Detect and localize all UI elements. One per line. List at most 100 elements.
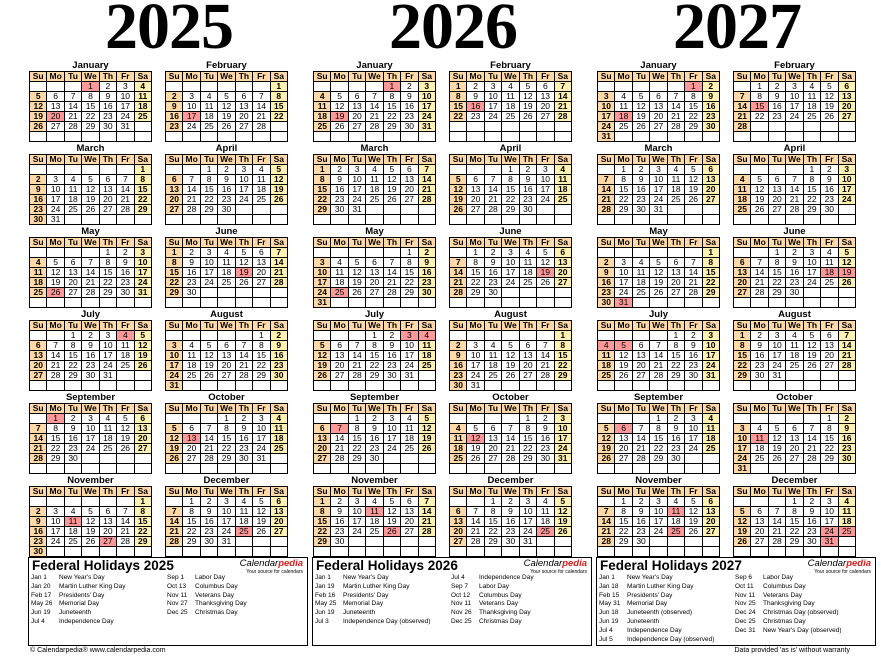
day-cell[interactable]: 6 (631, 340, 651, 351)
day-cell[interactable]: 21 (164, 526, 184, 537)
day-cell[interactable]: 24 (466, 370, 485, 381)
day-cell[interactable]: 12 (684, 174, 703, 185)
day-cell[interactable]: 26 (837, 277, 857, 288)
day-cell[interactable]: 7 (596, 174, 616, 185)
day-cell[interactable]: 14 (684, 267, 703, 278)
day-cell[interactable]: 17 (199, 267, 219, 278)
day-cell[interactable]: 16 (837, 433, 857, 444)
day-cell[interactable]: 5 (81, 506, 100, 517)
day-cell[interactable]: 13 (767, 184, 787, 195)
day-cell[interactable]: 10 (217, 506, 236, 517)
day-cell[interactable]: 8 (269, 91, 289, 102)
day-cell[interactable]: 29 (732, 370, 752, 381)
day-cell[interactable]: 7 (199, 423, 219, 434)
day-cell[interactable]: 16 (164, 111, 184, 122)
day-cell[interactable]: 28 (837, 360, 857, 371)
day-cell[interactable]: 6 (400, 496, 419, 507)
day-cell[interactable]: 8 (133, 174, 153, 185)
day-cell[interactable]: 12 (518, 91, 538, 102)
day-cell[interactable]: 8 (312, 506, 332, 517)
day-cell[interactable]: 3 (483, 81, 503, 92)
day-cell[interactable]: 7 (63, 91, 83, 102)
day-cell[interactable]: 19 (732, 526, 752, 537)
day-cell[interactable]: 8 (312, 174, 332, 185)
day-cell[interactable]: 12 (382, 506, 402, 517)
day-cell[interactable]: 1 (732, 330, 752, 341)
day-cell[interactable]: 1 (750, 81, 769, 92)
day-cell[interactable]: 22 (269, 111, 289, 122)
day-cell[interactable]: 27 (666, 287, 686, 298)
day-cell[interactable]: 25 (217, 277, 236, 288)
day-cell[interactable]: 10 (46, 184, 65, 195)
day-cell[interactable]: 19 (252, 516, 271, 527)
day-cell[interactable]: 17 (347, 184, 367, 195)
day-cell[interactable]: 1 (312, 496, 332, 507)
day-cell[interactable]: 19 (553, 516, 573, 527)
day-cell[interactable]: 4 (785, 330, 804, 341)
day-cell[interactable]: 24 (483, 111, 503, 122)
day-cell[interactable]: 15 (701, 267, 721, 278)
day-cell[interactable]: 6 (365, 257, 384, 268)
day-cell[interactable]: 30 (518, 204, 538, 215)
day-cell[interactable]: 22 (684, 111, 703, 122)
day-cell[interactable]: 30 (701, 121, 721, 132)
day-cell[interactable]: 26 (347, 287, 367, 298)
day-cell[interactable]: 17 (312, 277, 332, 288)
day-cell[interactable]: 14 (252, 101, 271, 112)
day-cell[interactable]: 12 (46, 267, 65, 278)
day-cell[interactable]: 17 (46, 194, 65, 205)
day-cell[interactable]: 20 (312, 443, 332, 454)
day-cell[interactable]: 23 (466, 111, 485, 122)
day-cell[interactable]: 7 (732, 91, 752, 102)
day-cell[interactable]: 1 (701, 247, 721, 258)
day-cell[interactable]: 10 (46, 516, 65, 527)
day-cell[interactable]: 27 (234, 121, 254, 132)
day-cell[interactable]: 24 (116, 111, 135, 122)
day-cell[interactable]: 12 (767, 433, 787, 444)
day-cell[interactable]: 10 (649, 174, 668, 185)
day-cell[interactable]: 22 (312, 194, 332, 205)
day-cell[interactable]: 8 (701, 257, 721, 268)
day-cell[interactable]: 27 (536, 111, 555, 122)
day-cell[interactable]: 2 (98, 81, 118, 92)
day-cell[interactable]: 13 (98, 516, 118, 527)
day-cell[interactable]: 29 (133, 204, 153, 215)
day-cell[interactable]: 1 (252, 330, 271, 341)
brand-logo[interactable]: Calendarpedia Your source for calendars (808, 559, 871, 576)
day-cell[interactable]: 1 (614, 164, 633, 175)
day-cell[interactable]: 29 (382, 121, 402, 132)
day-cell[interactable]: 26 (269, 194, 289, 205)
day-cell[interactable]: 8 (553, 340, 573, 351)
day-cell[interactable]: 11 (199, 101, 219, 112)
day-cell[interactable]: 2 (501, 496, 520, 507)
day-cell[interactable]: 27 (820, 360, 839, 371)
day-cell[interactable]: 9 (234, 423, 254, 434)
day-cell[interactable]: 8 (649, 423, 668, 434)
day-cell[interactable]: 22 (199, 194, 219, 205)
day-cell[interactable]: 12 (802, 340, 822, 351)
day-cell[interactable]: 8 (182, 506, 201, 517)
day-cell[interactable]: 3 (182, 91, 201, 102)
day-cell[interactable]: 10 (732, 433, 752, 444)
day-cell[interactable]: 28 (417, 526, 437, 537)
day-cell[interactable]: 2 (417, 247, 437, 258)
day-cell[interactable]: 7 (802, 423, 822, 434)
day-cell[interactable]: 19 (312, 360, 332, 371)
day-cell[interactable]: 2 (382, 330, 402, 341)
day-cell[interactable]: 29 (312, 204, 332, 215)
day-cell[interactable]: 17 (614, 277, 633, 288)
day-cell[interactable]: 19 (631, 111, 651, 122)
day-cell[interactable]: 5 (28, 91, 48, 102)
day-cell[interactable]: 7 (417, 164, 437, 175)
day-cell[interactable]: 21 (417, 516, 437, 527)
day-cell[interactable]: 9 (98, 91, 118, 102)
day-cell[interactable]: 23 (501, 526, 520, 537)
day-cell[interactable]: 5 (252, 496, 271, 507)
day-cell[interactable]: 4 (614, 91, 633, 102)
day-cell[interactable]: 7 (46, 340, 65, 351)
day-cell[interactable]: 20 (46, 111, 65, 122)
day-cell[interactable]: 11 (63, 184, 83, 195)
day-cell[interactable]: 2 (28, 174, 48, 185)
day-cell[interactable]: 10 (649, 506, 668, 517)
day-cell[interactable]: 2 (330, 164, 349, 175)
